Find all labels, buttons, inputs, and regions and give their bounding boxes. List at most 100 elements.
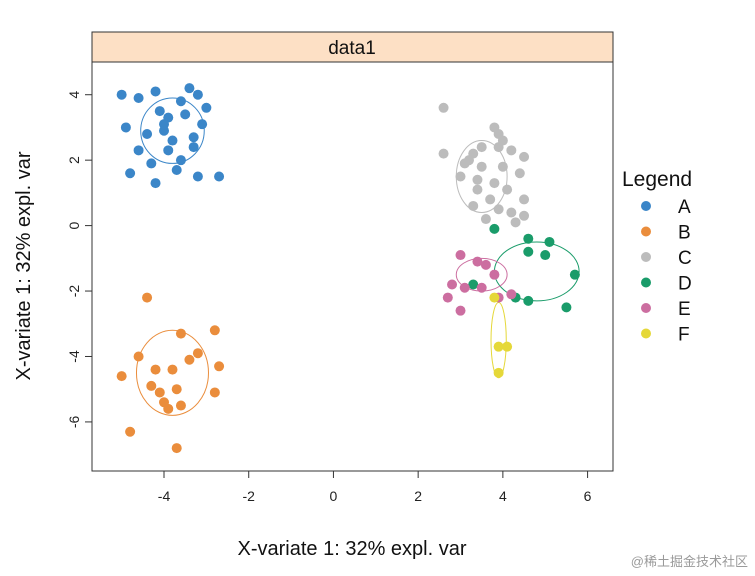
point-b-8 <box>214 361 225 372</box>
y-tick-label: 2 <box>66 156 82 164</box>
point-e-8 <box>442 292 453 303</box>
point-b-13 <box>209 387 220 398</box>
legend-label-d: D <box>678 274 692 295</box>
point-b-12 <box>171 384 182 395</box>
x-tick-label: 2 <box>414 488 422 504</box>
point-f-1 <box>493 341 504 352</box>
point-f-3 <box>493 367 504 378</box>
legend-marker-f <box>641 328 651 339</box>
point-f-2 <box>502 341 513 352</box>
watermark: @稀土掘金技术社区 <box>631 554 748 569</box>
confidence-ellipse-a <box>140 97 205 164</box>
x-tick-label: 0 <box>330 488 338 504</box>
legend-label-a: A <box>678 197 691 218</box>
point-c-22 <box>506 207 517 218</box>
point-b-1 <box>175 328 186 339</box>
point-d-2 <box>544 236 555 247</box>
y-tick-label: -4 <box>66 350 82 363</box>
point-c-8 <box>519 151 530 162</box>
point-c-20 <box>468 200 479 211</box>
point-a-2 <box>150 86 161 97</box>
x-tick-label: 6 <box>584 488 592 504</box>
point-c-24 <box>480 214 491 225</box>
legend-title: Legend <box>622 168 692 191</box>
point-d-4 <box>540 250 551 261</box>
point-b-11 <box>154 387 165 398</box>
point-c-16 <box>472 184 483 195</box>
legend-label-e: E <box>678 299 691 320</box>
point-a-10 <box>142 128 153 139</box>
point-a-16 <box>163 145 174 156</box>
point-a-15 <box>133 145 144 156</box>
point-d-0 <box>489 223 500 234</box>
point-a-3 <box>175 96 186 107</box>
point-c-11 <box>497 161 508 172</box>
point-a-12 <box>167 135 178 146</box>
point-a-5 <box>120 122 131 133</box>
point-c-5 <box>438 148 449 159</box>
point-a-25 <box>159 119 170 130</box>
x-axis-title: X-variate 1: 32% expl. var <box>238 538 467 560</box>
x-tick-label: 4 <box>499 488 507 504</box>
point-e-0 <box>455 250 466 261</box>
point-b-5 <box>184 354 195 365</box>
point-a-24 <box>184 83 195 94</box>
point-d-9 <box>561 302 572 313</box>
point-b-0 <box>142 292 153 303</box>
confidence-ellipse-b <box>135 329 209 416</box>
point-a-20 <box>125 168 136 179</box>
point-e-7 <box>506 289 517 300</box>
y-tick-label: 4 <box>66 91 82 99</box>
point-c-10 <box>476 161 487 172</box>
point-e-3 <box>489 269 500 280</box>
point-d-1 <box>523 233 534 244</box>
panel-strip <box>91 31 614 63</box>
point-c-13 <box>455 171 466 182</box>
point-a-22 <box>192 171 203 182</box>
point-a-17 <box>188 142 199 153</box>
point-b-17 <box>125 426 136 437</box>
point-c-19 <box>519 194 530 205</box>
point-c-26 <box>493 142 504 153</box>
point-b-9 <box>116 371 127 382</box>
legend-marker-e <box>641 303 651 313</box>
point-c-12 <box>514 168 525 179</box>
point-b-16 <box>163 403 174 414</box>
point-b-7 <box>167 364 178 375</box>
point-c-15 <box>489 178 500 189</box>
point-a-26 <box>175 155 186 166</box>
legend-marker-d <box>641 277 651 288</box>
point-d-3 <box>523 246 534 257</box>
point-b-2 <box>209 325 220 336</box>
point-c-18 <box>485 194 496 205</box>
point-e-2 <box>480 259 491 270</box>
point-b-15 <box>175 400 186 411</box>
point-b-6 <box>150 364 161 375</box>
point-e-10 <box>455 305 466 316</box>
point-b-10 <box>146 380 157 391</box>
point-a-8 <box>180 109 191 120</box>
point-a-6 <box>154 106 165 117</box>
point-c-25 <box>510 217 521 228</box>
x-tick-label: -4 <box>158 488 171 504</box>
point-a-14 <box>197 119 208 130</box>
y-axis: -6 -4 -2 0 2 4 <box>66 91 92 428</box>
point-c-7 <box>506 145 517 156</box>
point-a-19 <box>171 164 182 175</box>
point-c-21 <box>493 204 504 215</box>
y-tick-label: 0 <box>66 221 82 229</box>
x-tick-label: -2 <box>242 488 255 504</box>
point-d-5 <box>569 269 580 280</box>
point-c-14 <box>472 174 483 185</box>
legend-marker-b <box>641 226 651 237</box>
point-a-21 <box>150 178 161 189</box>
point-a-18 <box>146 158 157 169</box>
legend-label-c: C <box>678 248 692 269</box>
point-c-0 <box>438 102 449 113</box>
point-a-0 <box>116 89 127 100</box>
y-tick-label: -2 <box>66 285 82 298</box>
point-c-17 <box>502 184 513 195</box>
legend-marker-c <box>641 252 651 262</box>
